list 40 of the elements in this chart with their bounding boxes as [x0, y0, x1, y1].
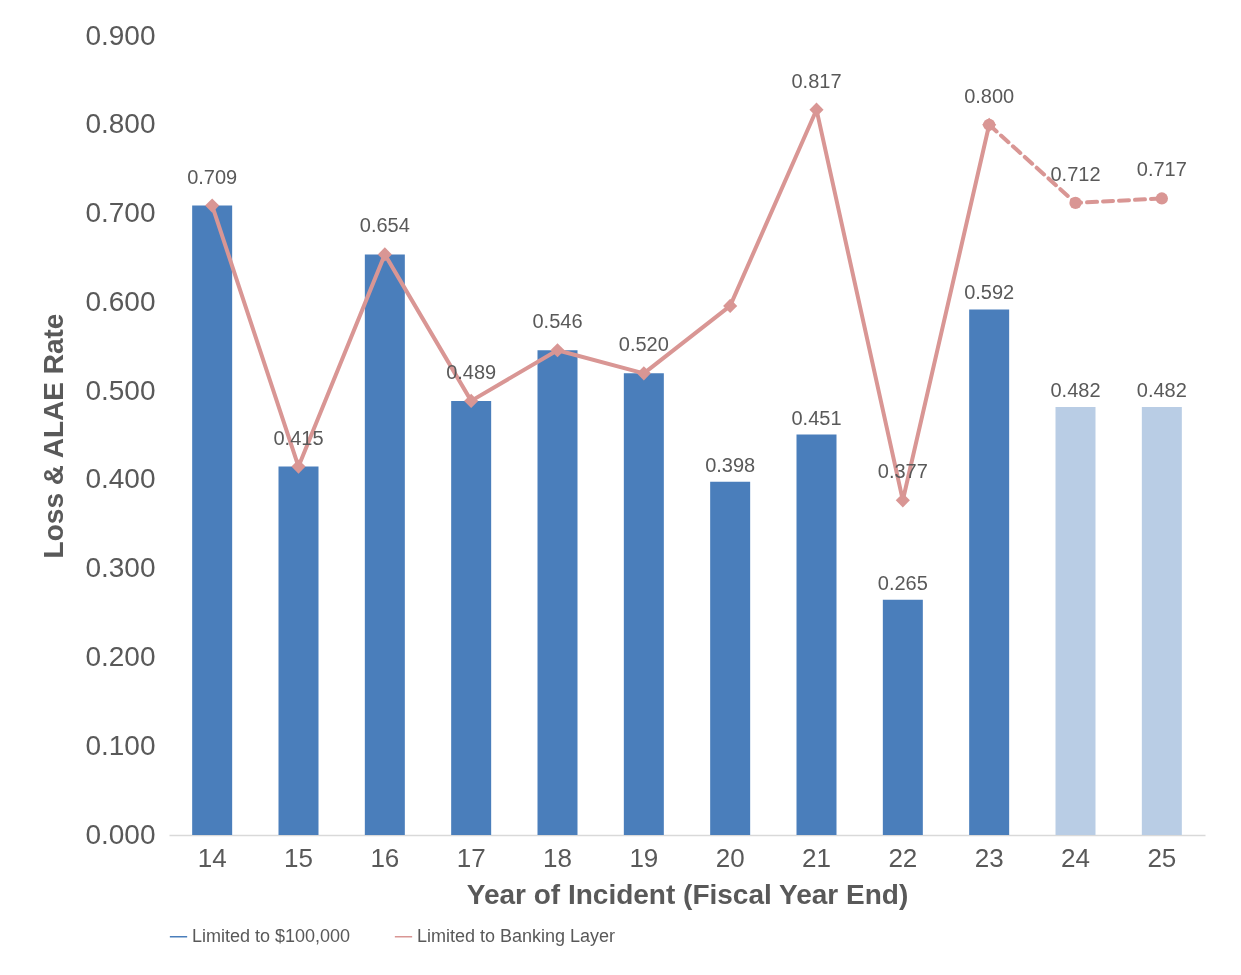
x-axis-title: Year of Incident (Fiscal Year End) [466, 878, 909, 910]
x-tick-label: 25 [1147, 842, 1177, 873]
legend-label: Limited to Banking Layer [417, 925, 616, 946]
x-tick-label: 21 [802, 842, 831, 873]
data-label: 0.265 [877, 571, 928, 594]
data-label: 0.817 [791, 69, 842, 92]
data-label: 0.709 [187, 165, 238, 188]
y-tick-label: 0.900 [85, 19, 156, 51]
data-label: 0.482 [1136, 379, 1187, 402]
y-tick-label: 0.500 [85, 374, 156, 406]
data-label: 0.520 [618, 333, 669, 356]
data-label: 0.712 [1050, 162, 1101, 185]
x-tick-label: 20 [715, 842, 745, 873]
data-label: 0.717 [1136, 158, 1187, 181]
x-tick-label: 19 [629, 842, 659, 873]
data-label: 0.654 [359, 214, 410, 237]
x-tick-label: 17 [456, 842, 486, 873]
y-tick-label: 0.000 [85, 818, 156, 850]
x-tick-label: 18 [543, 842, 572, 873]
x-tick-label: 24 [1061, 842, 1090, 873]
y-tick-label: 0.100 [85, 729, 156, 761]
legend-label: Limited to $100,000 [192, 925, 351, 946]
x-tick-label: 15 [284, 842, 313, 873]
x-tick-label: 23 [974, 842, 1004, 873]
y-tick-label: 0.400 [85, 463, 156, 495]
data-label: 0.398 [705, 453, 756, 476]
y-tick-label: 0.600 [85, 285, 156, 317]
y-axis-title: Loss & ALAE Rate [38, 313, 70, 559]
data-label: 0.482 [1050, 379, 1101, 402]
x-tick-label: 22 [888, 842, 918, 873]
data-label: 0.546 [532, 310, 583, 333]
x-tick-label: 14 [197, 842, 227, 873]
y-tick-label: 0.300 [85, 552, 156, 584]
y-tick-label: 0.700 [85, 197, 156, 229]
y-tick-label: 0.800 [85, 108, 156, 140]
data-label: 0.592 [964, 281, 1015, 304]
y-tick-label: 0.200 [85, 640, 156, 672]
x-tick-label: 16 [370, 842, 400, 873]
data-label: 0.451 [791, 406, 842, 429]
data-label: 0.800 [964, 84, 1015, 107]
